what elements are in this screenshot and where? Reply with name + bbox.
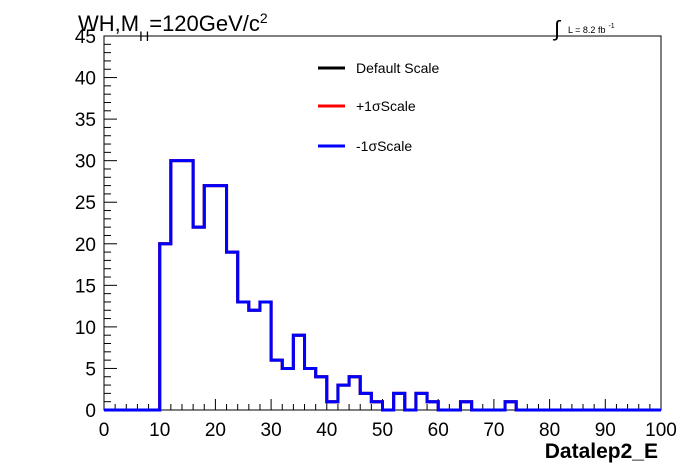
plot-frame [103,35,662,411]
legend-label: +1σScale [356,98,416,114]
y-tick-label: 5 [85,359,96,380]
y-tick-label: 45 [75,27,96,48]
series-default-scale [104,159,661,412]
x-axis: 0 10 20 30 40 50 60 70 80 90 100 [99,399,677,441]
y-tick-label: 10 [75,318,96,339]
y-tick-label: 30 [75,152,96,173]
series--1-scale [104,159,661,412]
x-tick-label: 30 [261,420,282,441]
x-tick-label: 90 [595,420,616,441]
x-tick-label: 10 [149,420,170,441]
y-tick-label: 35 [75,110,96,131]
y-tick-label: 40 [75,69,96,90]
histogram-line [104,159,661,412]
x-tick-label: 60 [428,420,449,441]
legend: Default Scale +1σScale -1σScale [318,60,439,154]
x-tick-label: 50 [372,420,393,441]
x-tick-label: 100 [645,420,677,441]
x-tick-label: 70 [483,420,504,441]
legend-label: Default Scale [356,60,439,76]
y-tick-label: 15 [75,276,96,297]
luminosity-label: ∫ L = 8.2 fb -1 [552,16,615,41]
y-tick-label: 0 [85,401,96,422]
x-tick-label: 80 [539,420,560,441]
x-tick-label: 0 [99,420,110,441]
integral-symbol: ∫ [552,16,562,41]
x-axis-title: Datalep2_E [545,440,658,463]
x-tick-label: 20 [205,420,226,441]
y-tick-label: 25 [75,193,96,214]
histogram-line [104,159,661,412]
chart-title: WH,MH=120GeV/c2 [78,10,268,44]
x-tick-label: 40 [316,420,337,441]
y-tick-label: 20 [75,235,96,256]
legend-label: -1σScale [356,138,412,154]
histogram-line [104,159,661,412]
histogram-series [104,159,661,412]
svg-text:L = 8.2 fb-1: L = 8.2 fb -1 [568,23,615,35]
y-axis: 0 5 10 15 20 25 30 35 40 45 [75,27,117,422]
series--1-scale [104,159,661,412]
